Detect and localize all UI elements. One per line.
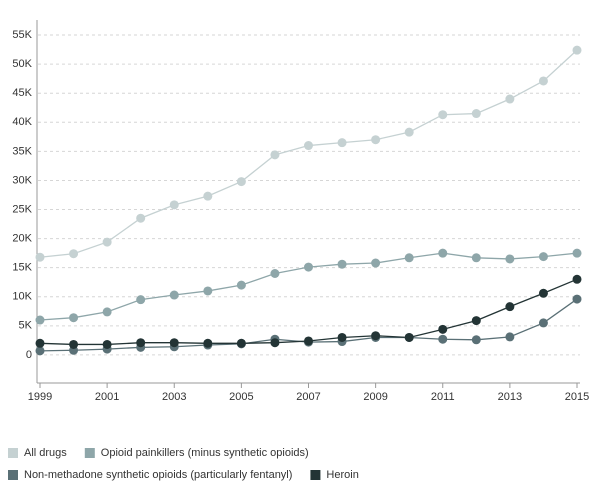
data-point [505, 254, 515, 264]
y-tick-label: 30K [12, 174, 32, 186]
data-point [304, 336, 313, 346]
data-point [404, 253, 414, 263]
y-tick-label: 45K [12, 87, 32, 99]
data-point [35, 252, 45, 262]
x-tick-label: 2003 [162, 391, 186, 403]
data-point [438, 334, 448, 344]
y-tick-label: 15K [12, 262, 32, 274]
data-point [538, 76, 548, 86]
data-point [102, 237, 112, 247]
y-tick-label: 25K [12, 203, 32, 215]
data-point [35, 346, 45, 356]
data-point [69, 249, 79, 259]
series-line [39, 278, 578, 346]
data-point [304, 141, 313, 151]
x-tick-label: 2009 [363, 391, 387, 403]
data-point [438, 248, 448, 258]
legend-label: Heroin [326, 469, 358, 481]
data-point [471, 316, 481, 326]
data-point [471, 253, 481, 263]
data-point [69, 313, 79, 323]
data-point [136, 338, 146, 348]
x-tick-label: 2007 [296, 391, 320, 403]
x-tick-label: 2011 [431, 391, 455, 403]
data-point [236, 177, 246, 187]
legend-swatch [8, 448, 18, 458]
data-point [505, 94, 515, 104]
data-point [203, 338, 213, 348]
y-tick-label: 55K [12, 29, 32, 41]
x-tick-label: 2005 [229, 391, 253, 403]
x-tick-label: 2015 [565, 391, 589, 403]
series-line [39, 49, 578, 258]
y-tick-label: 5K [19, 320, 33, 332]
y-tick-label: 35K [12, 145, 32, 157]
data-point [505, 302, 515, 312]
data-point [102, 339, 112, 349]
data-point [169, 290, 179, 300]
data-point [102, 307, 112, 317]
data-point [337, 138, 347, 148]
data-point [169, 338, 179, 348]
data-point [538, 288, 548, 298]
data-point [270, 150, 280, 160]
data-point [572, 248, 582, 258]
data-point [404, 127, 414, 137]
data-point [572, 294, 582, 304]
y-tick-label: 20K [12, 233, 32, 245]
data-point [438, 324, 448, 334]
x-tick-label: 2013 [498, 391, 522, 403]
legend-label: All drugs [24, 447, 67, 459]
data-point [136, 213, 146, 223]
data-point [538, 252, 548, 262]
legend-swatch [8, 470, 18, 480]
data-point [270, 268, 280, 278]
data-point [203, 286, 213, 296]
legend-swatch [84, 448, 95, 458]
data-point [404, 332, 414, 342]
data-point [572, 274, 582, 284]
legend-swatch [310, 470, 321, 480]
y-tick-label: 10K [12, 291, 32, 303]
x-tick-label: 2001 [95, 391, 119, 403]
data-point [371, 331, 381, 341]
data-point [505, 332, 515, 342]
data-point [35, 338, 45, 348]
data-point [236, 338, 246, 348]
data-point [69, 339, 79, 349]
data-point [572, 45, 582, 55]
data-point [371, 258, 381, 268]
data-point [203, 191, 213, 201]
data-point [371, 135, 381, 145]
data-point [270, 338, 280, 348]
data-point [35, 315, 45, 325]
y-tick-label: 0 [26, 349, 32, 361]
data-point [538, 318, 548, 328]
data-point [471, 335, 481, 345]
y-tick-label: 40K [12, 116, 32, 128]
data-point [471, 109, 481, 119]
data-point [169, 200, 179, 210]
data-point [438, 110, 448, 120]
data-point [304, 262, 313, 272]
x-tick-label: 1999 [28, 391, 52, 403]
data-point [136, 295, 146, 305]
y-tick-label: 50K [12, 58, 32, 70]
legend-label: Opioid painkillers (minus synthetic opio… [101, 447, 309, 459]
data-point [337, 332, 347, 342]
legend-label: Non-methadone synthetic opioids (particu… [24, 469, 292, 481]
data-point [236, 280, 246, 290]
data-point [337, 259, 347, 269]
